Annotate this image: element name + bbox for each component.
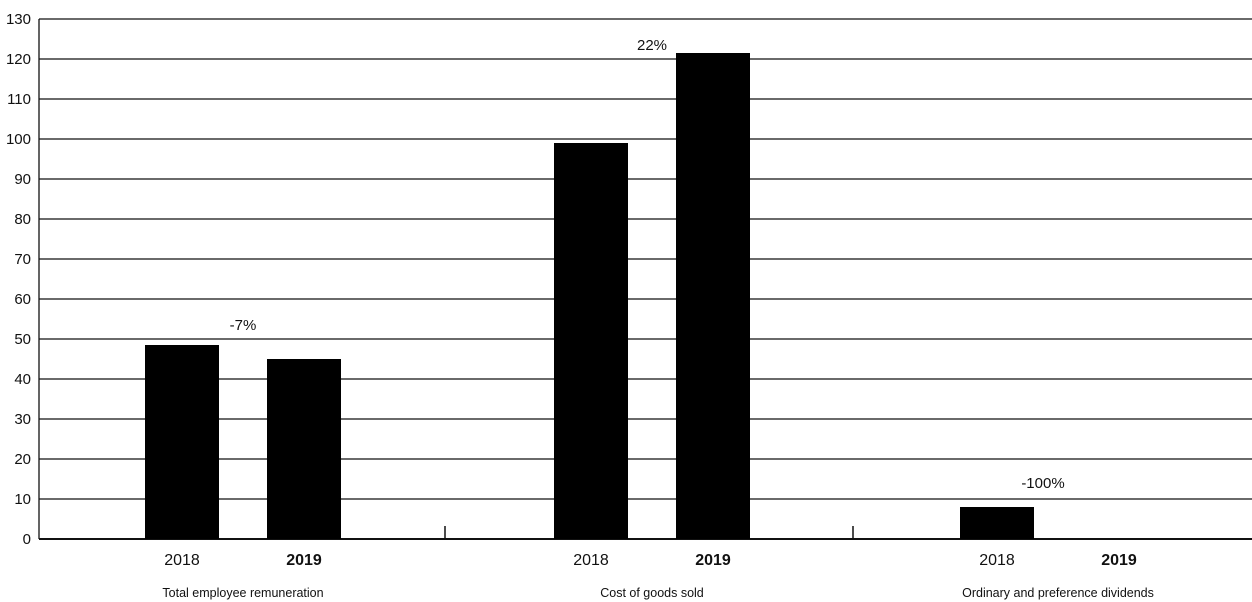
grid-layer bbox=[39, 18, 1252, 540]
y-tick-label: 90 bbox=[14, 171, 31, 188]
change-annotation: -100% bbox=[1021, 475, 1064, 492]
x-tick-label: 2019 bbox=[286, 552, 322, 569]
y-tick-label: 120 bbox=[6, 51, 31, 68]
y-axis: 0 10 20 30 40 50 60 70 80 90 100 110 120 130 bbox=[6, 11, 1252, 548]
bar-2018 bbox=[960, 507, 1034, 539]
y-tick-label: 20 bbox=[14, 451, 31, 468]
y-tick-label: 70 bbox=[14, 251, 31, 268]
y-tick-label: 10 bbox=[14, 491, 31, 508]
y-tick-label: 40 bbox=[14, 371, 31, 388]
bar-2019 bbox=[267, 359, 341, 539]
bars bbox=[145, 53, 1034, 539]
x-tick-label: 2019 bbox=[1101, 552, 1137, 569]
category-label: Cost of goods sold bbox=[600, 586, 704, 600]
bar-2019 bbox=[676, 53, 750, 539]
x-tick-label: 2018 bbox=[164, 552, 200, 569]
category-label: Ordinary and preference dividends bbox=[962, 586, 1154, 600]
change-annotation: 22% bbox=[637, 37, 667, 54]
y-tick-label: 80 bbox=[14, 211, 31, 228]
y-tick-label: 30 bbox=[14, 411, 31, 428]
y-tick-label: 110 bbox=[7, 91, 31, 108]
y-tick-label: 60 bbox=[14, 291, 31, 308]
x-tick-label: 2018 bbox=[979, 552, 1015, 569]
x-tick-label: 2019 bbox=[695, 552, 731, 569]
labels: 2018 2019 Total employee remuneration -7% 20… bbox=[162, 37, 1153, 600]
change-annotation: -7% bbox=[230, 317, 257, 334]
y-tick-label: 130 bbox=[6, 11, 31, 28]
bar-2018 bbox=[554, 143, 628, 539]
y-tick-label: 0 bbox=[23, 531, 31, 548]
bar-2018 bbox=[145, 345, 219, 539]
category-label: Total employee remuneration bbox=[162, 586, 323, 600]
x-tick-label: 2018 bbox=[573, 552, 609, 569]
y-tick-label: 100 bbox=[6, 131, 31, 148]
y-tick-label: 50 bbox=[14, 331, 31, 348]
